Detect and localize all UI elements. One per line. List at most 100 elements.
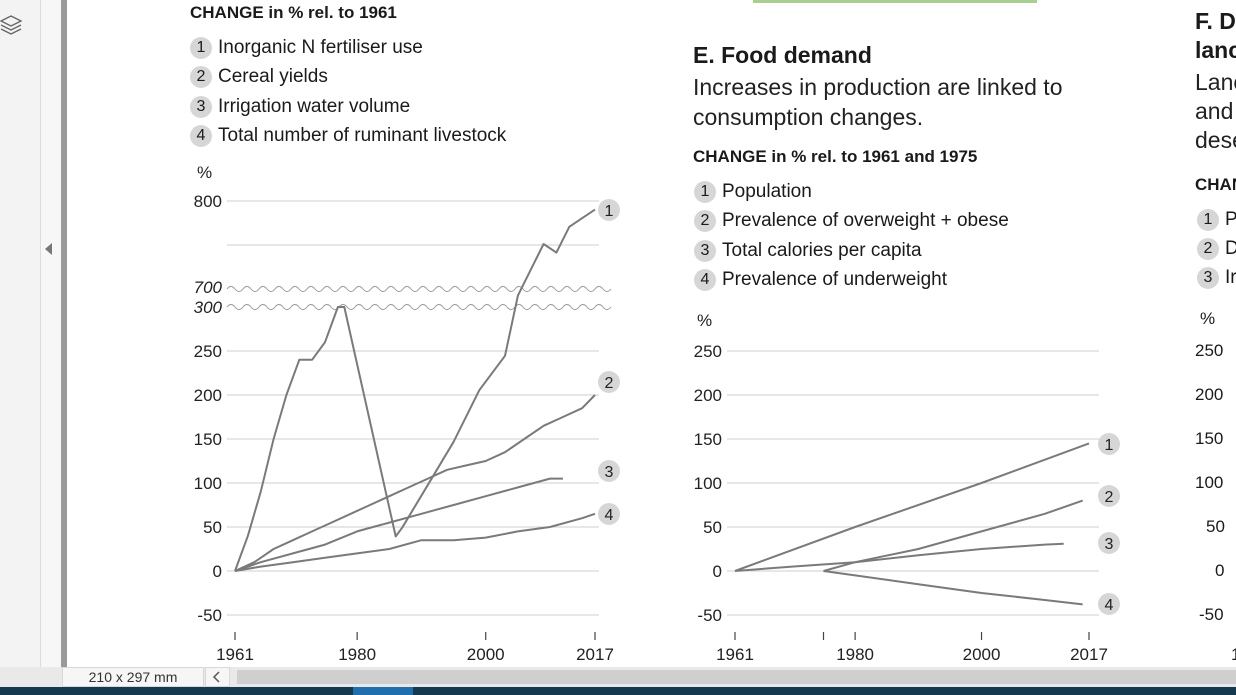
series-badge-label: 1 bbox=[1105, 437, 1114, 454]
legend-item: 1 P bbox=[1197, 208, 1236, 232]
chevron-left-icon[interactable] bbox=[205, 667, 230, 687]
y-tick-label: 50 bbox=[703, 518, 722, 537]
y-tick-label: 0 bbox=[713, 562, 722, 581]
y-tick-label: 700 bbox=[194, 278, 223, 297]
legend-label: Total number of ruminant livestock bbox=[218, 125, 507, 146]
y-tick-label: 50 bbox=[203, 518, 222, 537]
legend-label: Cereal yields bbox=[218, 66, 328, 87]
legend-label: Inorganic N fertiliser use bbox=[218, 37, 423, 58]
series-badge bbox=[1098, 593, 1120, 615]
legend-item: 2 D bbox=[1197, 237, 1236, 261]
series-line bbox=[734, 542, 1064, 572]
series-badge bbox=[1098, 433, 1120, 455]
series-badge-label: 1 bbox=[605, 203, 614, 220]
series-line bbox=[823, 499, 1084, 572]
series-badge bbox=[1098, 485, 1120, 507]
x-tick-label: 2017 bbox=[1070, 645, 1108, 664]
legend-badge: 2 bbox=[190, 66, 212, 88]
legend-label: Population bbox=[722, 181, 812, 202]
sidebar-panel-gap bbox=[41, 0, 61, 667]
legend-item: 2 Cereal yields bbox=[190, 65, 328, 89]
panel-f-ytick: 200 bbox=[1195, 385, 1224, 404]
panel-f-ytick: 250 bbox=[1195, 341, 1224, 360]
legend-label: Prevalence of underweight bbox=[722, 269, 947, 290]
y-tick-label: 200 bbox=[694, 386, 722, 405]
y-tick-label: 150 bbox=[194, 430, 222, 449]
panel-f-title-line1: F. De bbox=[1195, 8, 1236, 34]
y-tick-label: 200 bbox=[194, 386, 222, 405]
x-tick-label: 2017 bbox=[576, 645, 614, 664]
legend-label: Ir bbox=[1225, 267, 1236, 288]
y-tick-label: 100 bbox=[194, 474, 222, 493]
legend-badge: 3 bbox=[190, 96, 212, 118]
panel-f-change-label: CHAN bbox=[1195, 175, 1236, 194]
legend-item: 4 Total number of ruminant livestock bbox=[190, 124, 506, 148]
series-badge-label: 4 bbox=[605, 507, 614, 524]
legend-label: Total calories per capita bbox=[722, 240, 922, 261]
legend-label: D bbox=[1225, 238, 1236, 259]
legend-badge: 3 bbox=[1197, 267, 1219, 289]
series-badge bbox=[598, 460, 620, 482]
series-line bbox=[234, 477, 563, 572]
legend-label: P bbox=[1225, 209, 1236, 230]
x-tick-label: 2000 bbox=[467, 645, 505, 664]
x-tick-label: 1980 bbox=[338, 645, 376, 664]
taskbar-active-item[interactable] bbox=[353, 687, 413, 695]
axis-break bbox=[226, 286, 612, 292]
series-badge-label: 4 bbox=[1105, 597, 1114, 614]
legend-badge: 1 bbox=[694, 181, 716, 203]
panel-f-title-line2: lanc bbox=[1195, 37, 1236, 63]
legend-badge: 2 bbox=[694, 210, 716, 232]
series-badge-label: 2 bbox=[1105, 489, 1114, 506]
series-badge-label: 3 bbox=[1105, 536, 1114, 553]
panel-e-change-label: CHANGE in % rel. to 1961 and 1975 bbox=[693, 147, 978, 166]
legend-badge: 4 bbox=[694, 269, 716, 291]
legend-label: Irrigation water volume bbox=[218, 96, 411, 117]
legend-label: Prevalence of overweight + obese bbox=[722, 210, 1009, 231]
x-tick-label: 1961 bbox=[216, 645, 254, 664]
horizontal-scrollbar[interactable] bbox=[237, 670, 1236, 684]
y-tick-label: 0 bbox=[213, 562, 222, 581]
y-tick-label: 250 bbox=[194, 342, 222, 361]
x-tick-label: 1961 bbox=[716, 645, 754, 664]
axis-unit: % bbox=[697, 311, 712, 330]
series-line bbox=[734, 442, 1090, 572]
y-tick-label: -50 bbox=[697, 606, 722, 625]
y-tick-label: 300 bbox=[194, 298, 223, 317]
panel-f-unit: % bbox=[1200, 309, 1216, 328]
panel-f-xtick: 1 bbox=[1231, 645, 1236, 664]
y-tick-label: 100 bbox=[694, 474, 722, 493]
panel-f-ytick: -50 bbox=[1199, 605, 1224, 624]
layers-icon[interactable] bbox=[0, 10, 23, 38]
panel-d-change-label: CHANGE in % rel. to 1961 bbox=[190, 3, 397, 22]
panel-f-subtitle-line2: and bbox=[1195, 98, 1234, 124]
panel-e-accent-bar bbox=[753, 0, 1037, 3]
series-badge-label: 3 bbox=[605, 464, 614, 481]
panel-f-ytick: 150 bbox=[1195, 429, 1224, 448]
legend-item: 3 Irrigation water volume bbox=[190, 95, 410, 119]
legend-badge: 1 bbox=[190, 37, 212, 59]
legend-badge: 3 bbox=[694, 240, 716, 262]
legend-item: 1 Population bbox=[694, 180, 812, 204]
triangle-left-icon[interactable] bbox=[45, 243, 52, 255]
panel-e-title: E. Food demand bbox=[693, 42, 872, 68]
panel-e-subtitle: Increases in production are linked to co… bbox=[693, 74, 1063, 130]
legend-item: 4 Prevalence of underweight bbox=[694, 268, 947, 292]
x-tick-label: 2000 bbox=[963, 645, 1001, 664]
chart-e: % 250 200 150 100 50 0 -50 1961 1980 2000 2017 1 2 3 4 bbox=[694, 311, 1120, 664]
series-badge bbox=[1098, 532, 1120, 554]
y-tick-label: 150 bbox=[694, 430, 722, 449]
legend-badge: 4 bbox=[190, 125, 212, 147]
axis-unit: % bbox=[197, 163, 212, 182]
left-sidebar bbox=[0, 0, 41, 667]
legend-badge: 1 bbox=[1197, 209, 1219, 231]
series-line bbox=[234, 394, 596, 572]
panel-f-ytick: 0 bbox=[1215, 561, 1225, 580]
panel-f-ytick: 50 bbox=[1206, 517, 1225, 536]
series-line bbox=[234, 512, 596, 572]
series-line bbox=[823, 570, 1083, 606]
taskbar bbox=[0, 687, 1236, 695]
x-tick-label: 1980 bbox=[836, 645, 874, 664]
y-tick-label: 250 bbox=[694, 342, 722, 361]
panel-f-subtitle-line3: dese bbox=[1195, 127, 1236, 153]
